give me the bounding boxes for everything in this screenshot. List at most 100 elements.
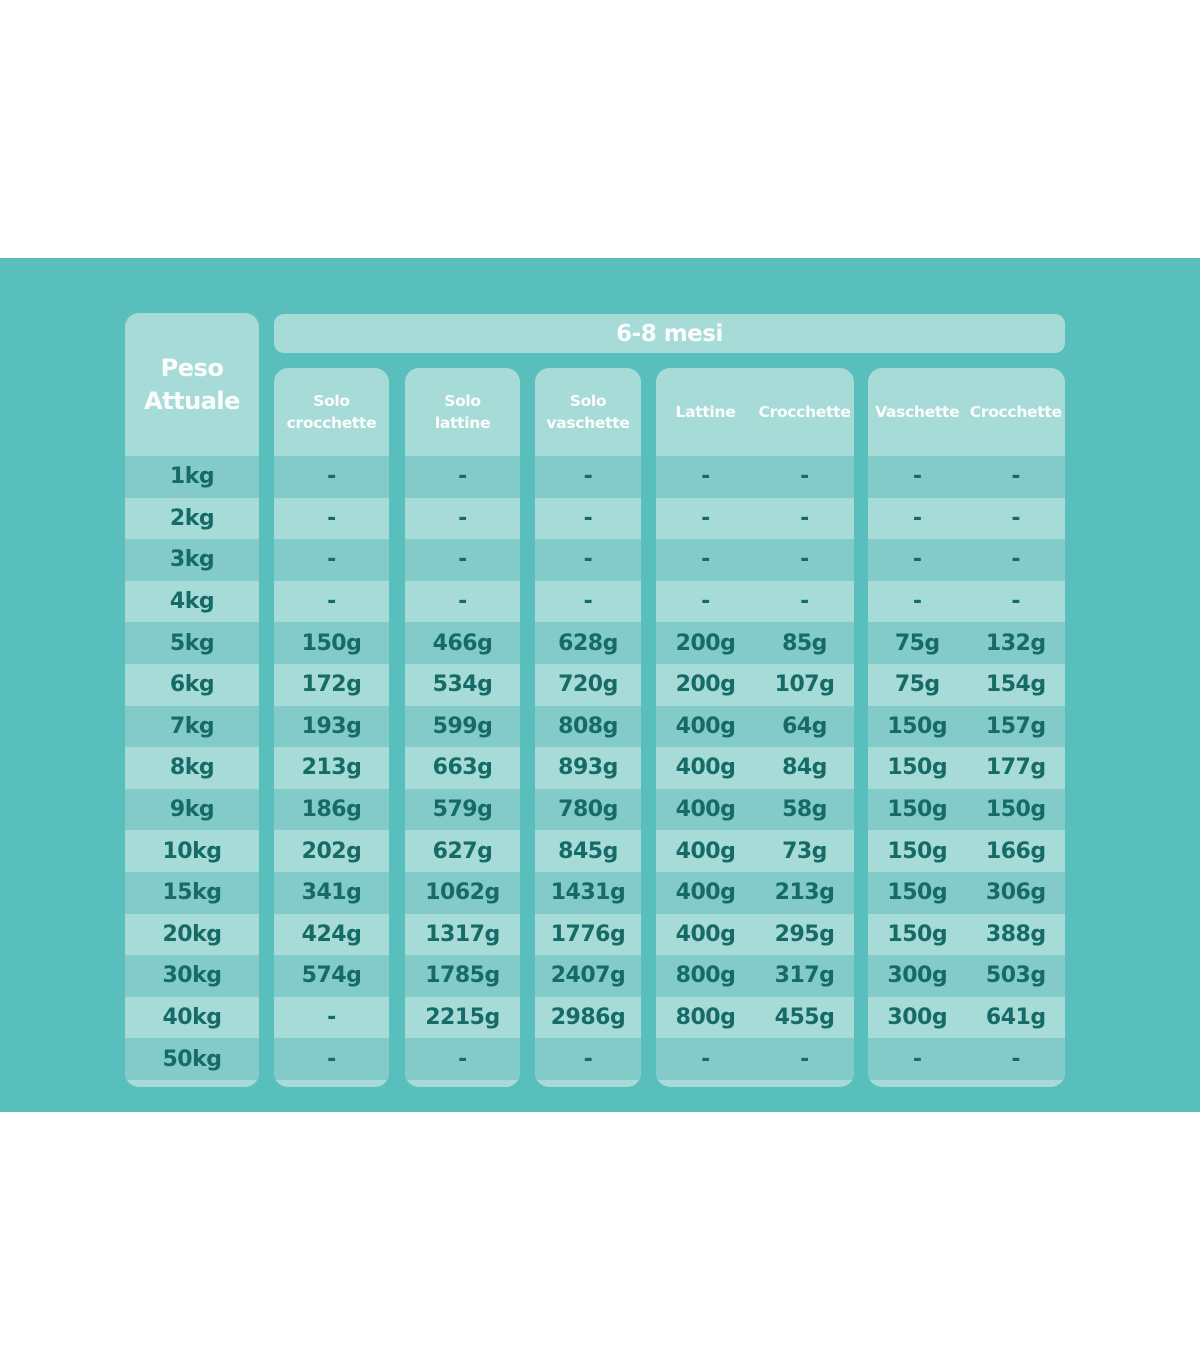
column-card-solo-vaschette: Solo vaschette - - - - 628g 720g 808g 893g 780g 84… [535,368,641,1087]
weight-column: Peso Attuale 1kg 2kg 3kg 4kg 5kg 6kg 7kg 8kg 9kg… [125,313,259,1087]
value-cell: - [1011,1046,1021,1072]
column-header-label: Solo crocchette [286,391,377,432]
value-cell: 2215g [425,1005,500,1031]
value-cell: 893g [558,755,618,781]
weight-label: 1kg [169,464,215,490]
data-row: 780g [535,788,641,831]
weight-row: 4kg [125,581,259,623]
value-cell: - [583,547,593,573]
value-cell: - [912,547,922,573]
data-row: - [274,456,389,498]
column-card-solo-crocchette: Solo crocchette - - - - 150g 172g 193g 213g 186g 2… [274,368,389,1087]
value-cell: - [1011,589,1021,615]
value-cell: 641g [985,1005,1046,1031]
weight-label: 2kg [169,505,215,531]
column-header-label: Lattine [675,402,736,421]
data-row: 2986g [535,997,641,1039]
data-row: 663g [405,747,520,789]
value-cell: 177g [985,755,1046,781]
column-header-lattine-crocchette: Lattine Crocchette [656,368,854,456]
data-row: 300g 503g [868,955,1065,997]
data-row: 579g [405,788,520,831]
column-header-label: Vaschette [875,402,960,421]
value-cell: 157g [985,713,1046,739]
value-cell: - [327,1005,336,1031]
weight-row: 8kg [125,747,259,789]
value-cell: 2407g [550,963,626,989]
data-row: 893g [535,747,641,789]
value-cell: 574g [301,963,362,989]
weight-row: 7kg [125,705,259,748]
value-cell: 300g [887,1005,948,1031]
data-row: 300g 641g [868,997,1065,1039]
data-row: 1062g [405,871,520,914]
value-cell: - [327,589,336,615]
value-cell: - [458,464,467,490]
column-header-solo-vaschette: Solo vaschette [535,368,641,456]
data-row: 200g 107g [656,664,854,706]
value-cell: 107g [774,672,835,698]
data-row: 213g [274,747,389,789]
data-row: 1317g [405,914,520,956]
value-cell: - [800,505,809,531]
data-row: 400g 58g [656,788,854,831]
value-cell: 800g [675,1005,736,1031]
value-cell: 186g [301,797,362,823]
weight-label: 10kg [162,838,223,864]
data-row: 150g 166g [868,830,1065,872]
weight-row: 50kg [125,1038,259,1080]
value-cell: 300g [887,963,948,989]
value-cell: 720g [558,672,618,698]
value-cell: 150g [887,797,948,823]
data-row: -- [656,581,854,623]
column-header-vaschette-crocchette: Vaschette Crocchette [868,368,1065,456]
data-row: -- [868,1038,1065,1080]
feeding-table: Peso Attuale 1kg 2kg 3kg 4kg 5kg 6kg 7kg 8kg 9kg… [0,258,1200,1112]
value-cell: - [912,589,922,615]
column-header-label: Crocchette [758,402,851,421]
data-row: 150g 157g [868,705,1065,748]
data-row: - [535,498,641,540]
data-row: 466g [405,622,520,664]
data-row: -- [656,456,854,498]
weight-row: 30kg [125,955,259,997]
data-row: 800g 317g [656,955,854,997]
data-row: - [535,1038,641,1080]
data-row: 400g 213g [656,871,854,914]
weight-label: 4kg [169,589,215,615]
weight-label: 6kg [169,672,215,698]
value-cell: 75g [894,672,940,698]
weight-row: 5kg [125,622,259,664]
value-cell: 400g [675,713,736,739]
value-cell: 150g [985,797,1046,823]
data-row: -- [868,581,1065,623]
value-cell: 1776g [550,921,626,947]
value-cell: - [800,464,809,490]
value-cell: - [327,464,336,490]
column-card-lattine-crocchette: Lattine Crocchette - - - - - - - -200g 85g 200g 107g… [656,368,854,1087]
value-cell: 503g [985,963,1046,989]
value-cell: 800g [675,963,736,989]
value-cell: 341g [301,880,362,906]
column-header-label: Solo vaschette [546,391,630,432]
value-cell: - [912,505,922,531]
value-cell: - [583,1046,593,1072]
value-cell: 1317g [425,921,500,947]
value-cell: - [1011,547,1021,573]
data-row: 186g [274,788,389,831]
data-row: - [405,456,520,498]
value-cell: - [800,1046,809,1072]
data-row: - [405,498,520,540]
value-cell: 58g [782,797,827,823]
value-cell: 1785g [425,963,500,989]
data-row: 341g [274,871,389,914]
data-row: 75g 132g [868,622,1065,664]
value-cell: - [912,464,922,490]
value-cell: 455g [774,1005,835,1031]
column-card-vaschette-crocchette: Vaschette Crocchette - - - - - - - -75g 132g 75g 154… [868,368,1065,1087]
column-header-label: Crocchette [969,402,1062,421]
data-row: - [274,1038,389,1080]
weight-row: 10kg [125,830,259,872]
value-cell: - [1011,505,1021,531]
value-cell: 579g [432,797,493,823]
